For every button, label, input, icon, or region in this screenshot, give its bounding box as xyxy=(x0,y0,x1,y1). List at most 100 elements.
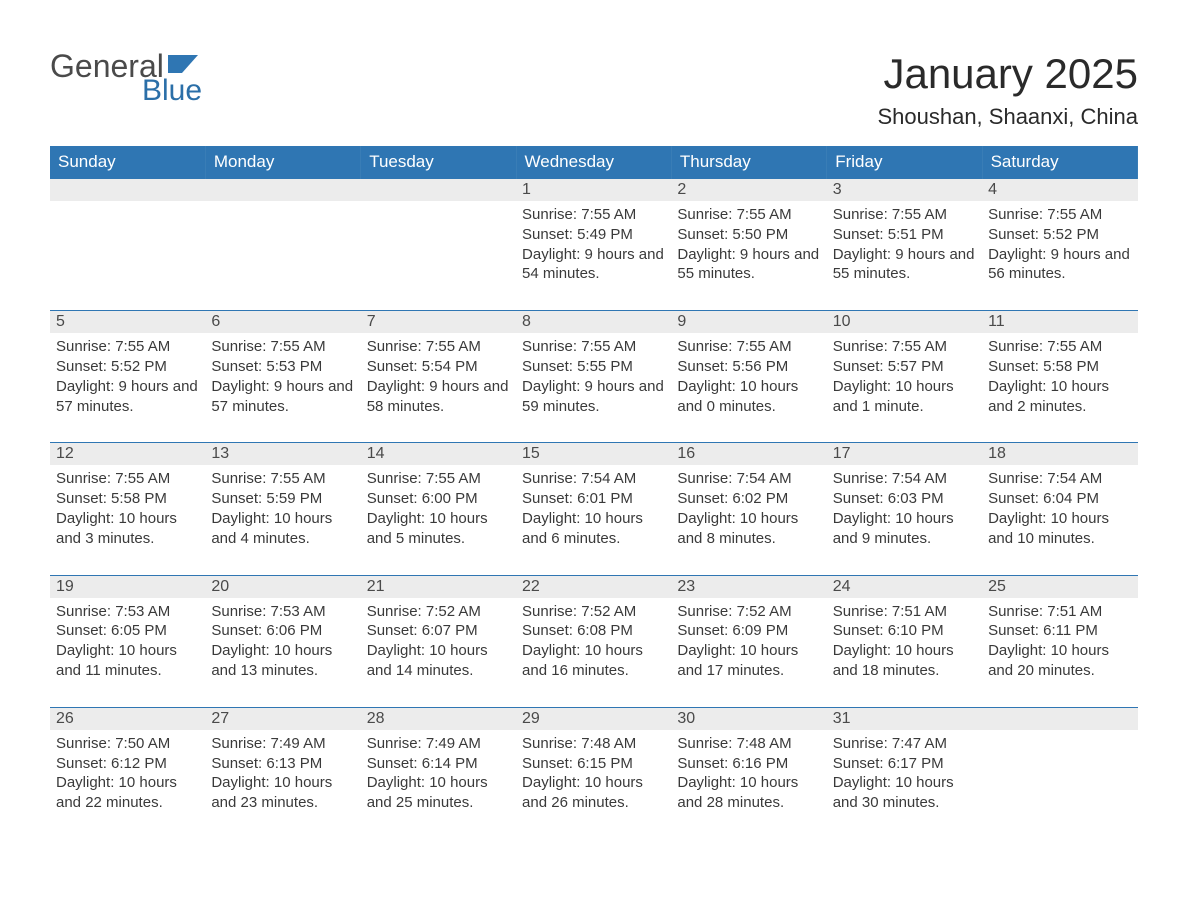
calendar-day-cell: 16Sunrise: 7:54 AMSunset: 6:02 PMDayligh… xyxy=(671,443,826,575)
day-number: 23 xyxy=(671,576,826,598)
calendar-table: SundayMondayTuesdayWednesdayThursdayFrid… xyxy=(50,146,1138,839)
calendar-day-cell: 1Sunrise: 7:55 AMSunset: 5:49 PMDaylight… xyxy=(516,179,671,311)
calendar-day-cell: 30Sunrise: 7:48 AMSunset: 6:16 PMDayligh… xyxy=(671,707,826,839)
calendar-day-cell: 12Sunrise: 7:55 AMSunset: 5:58 PMDayligh… xyxy=(50,443,205,575)
day-details: Sunrise: 7:53 AMSunset: 6:05 PMDaylight:… xyxy=(50,598,205,707)
day-number: 26 xyxy=(50,708,205,730)
day-details: Sunrise: 7:55 AMSunset: 5:52 PMDaylight:… xyxy=(982,201,1137,310)
day-details: Sunrise: 7:55 AMSunset: 5:52 PMDaylight:… xyxy=(50,333,205,442)
calendar-day-cell xyxy=(205,179,360,311)
day-details: Sunrise: 7:53 AMSunset: 6:06 PMDaylight:… xyxy=(205,598,360,707)
day-number xyxy=(361,179,516,201)
title-block: January 2025 Shoushan, Shaanxi, China xyxy=(877,50,1138,130)
day-number: 6 xyxy=(205,311,360,333)
calendar-week-row: 1Sunrise: 7:55 AMSunset: 5:49 PMDaylight… xyxy=(50,179,1138,311)
calendar-day-cell: 26Sunrise: 7:50 AMSunset: 6:12 PMDayligh… xyxy=(50,707,205,839)
day-details: Sunrise: 7:55 AMSunset: 5:51 PMDaylight:… xyxy=(827,201,982,310)
calendar-day-cell: 14Sunrise: 7:55 AMSunset: 6:00 PMDayligh… xyxy=(361,443,516,575)
day-details: Sunrise: 7:52 AMSunset: 6:07 PMDaylight:… xyxy=(361,598,516,707)
calendar-day-cell xyxy=(982,707,1137,839)
day-number: 3 xyxy=(827,179,982,201)
day-details: Sunrise: 7:49 AMSunset: 6:14 PMDaylight:… xyxy=(361,730,516,839)
day-number: 7 xyxy=(361,311,516,333)
day-number: 18 xyxy=(982,443,1137,465)
day-number: 29 xyxy=(516,708,671,730)
calendar-day-cell: 11Sunrise: 7:55 AMSunset: 5:58 PMDayligh… xyxy=(982,311,1137,443)
header: General Blue January 2025 Shoushan, Shaa… xyxy=(50,50,1138,130)
day-details: Sunrise: 7:48 AMSunset: 6:15 PMDaylight:… xyxy=(516,730,671,839)
calendar-day-cell: 20Sunrise: 7:53 AMSunset: 6:06 PMDayligh… xyxy=(205,575,360,707)
location-text: Shoushan, Shaanxi, China xyxy=(877,104,1138,130)
calendar-day-cell: 8Sunrise: 7:55 AMSunset: 5:55 PMDaylight… xyxy=(516,311,671,443)
day-number: 30 xyxy=(671,708,826,730)
day-details: Sunrise: 7:55 AMSunset: 5:49 PMDaylight:… xyxy=(516,201,671,310)
weekday-header: Friday xyxy=(827,146,982,179)
day-number: 25 xyxy=(982,576,1137,598)
day-details: Sunrise: 7:50 AMSunset: 6:12 PMDaylight:… xyxy=(50,730,205,839)
calendar-day-cell: 31Sunrise: 7:47 AMSunset: 6:17 PMDayligh… xyxy=(827,707,982,839)
day-details: Sunrise: 7:55 AMSunset: 5:56 PMDaylight:… xyxy=(671,333,826,442)
day-details: Sunrise: 7:55 AMSunset: 5:57 PMDaylight:… xyxy=(827,333,982,442)
day-number: 27 xyxy=(205,708,360,730)
day-number xyxy=(205,179,360,201)
day-number: 24 xyxy=(827,576,982,598)
day-number xyxy=(982,708,1137,730)
calendar-day-cell: 3Sunrise: 7:55 AMSunset: 5:51 PMDaylight… xyxy=(827,179,982,311)
calendar-day-cell: 13Sunrise: 7:55 AMSunset: 5:59 PMDayligh… xyxy=(205,443,360,575)
day-number: 9 xyxy=(671,311,826,333)
day-number: 28 xyxy=(361,708,516,730)
calendar-day-cell: 5Sunrise: 7:55 AMSunset: 5:52 PMDaylight… xyxy=(50,311,205,443)
day-number: 22 xyxy=(516,576,671,598)
calendar-day-cell: 10Sunrise: 7:55 AMSunset: 5:57 PMDayligh… xyxy=(827,311,982,443)
day-details: Sunrise: 7:52 AMSunset: 6:09 PMDaylight:… xyxy=(671,598,826,707)
calendar-day-cell: 22Sunrise: 7:52 AMSunset: 6:08 PMDayligh… xyxy=(516,575,671,707)
day-number: 11 xyxy=(982,311,1137,333)
calendar-day-cell xyxy=(50,179,205,311)
day-details: Sunrise: 7:54 AMSunset: 6:04 PMDaylight:… xyxy=(982,465,1137,574)
calendar-day-cell: 2Sunrise: 7:55 AMSunset: 5:50 PMDaylight… xyxy=(671,179,826,311)
calendar-day-cell: 7Sunrise: 7:55 AMSunset: 5:54 PMDaylight… xyxy=(361,311,516,443)
weekday-header: Tuesday xyxy=(361,146,516,179)
day-details: Sunrise: 7:52 AMSunset: 6:08 PMDaylight:… xyxy=(516,598,671,707)
calendar-day-cell xyxy=(361,179,516,311)
day-number: 12 xyxy=(50,443,205,465)
day-details: Sunrise: 7:55 AMSunset: 5:55 PMDaylight:… xyxy=(516,333,671,442)
day-number xyxy=(50,179,205,201)
calendar-week-row: 5Sunrise: 7:55 AMSunset: 5:52 PMDaylight… xyxy=(50,311,1138,443)
day-details: Sunrise: 7:55 AMSunset: 5:50 PMDaylight:… xyxy=(671,201,826,310)
day-number: 21 xyxy=(361,576,516,598)
day-number: 5 xyxy=(50,311,205,333)
day-number: 4 xyxy=(982,179,1137,201)
day-details: Sunrise: 7:54 AMSunset: 6:02 PMDaylight:… xyxy=(671,465,826,574)
weekday-header: Wednesday xyxy=(516,146,671,179)
day-number: 15 xyxy=(516,443,671,465)
calendar-day-cell: 21Sunrise: 7:52 AMSunset: 6:07 PMDayligh… xyxy=(361,575,516,707)
calendar-day-cell: 15Sunrise: 7:54 AMSunset: 6:01 PMDayligh… xyxy=(516,443,671,575)
calendar-day-cell: 18Sunrise: 7:54 AMSunset: 6:04 PMDayligh… xyxy=(982,443,1137,575)
day-number: 10 xyxy=(827,311,982,333)
weekday-header: Sunday xyxy=(50,146,205,179)
day-details: Sunrise: 7:47 AMSunset: 6:17 PMDaylight:… xyxy=(827,730,982,839)
page-title: January 2025 xyxy=(877,50,1138,98)
day-details: Sunrise: 7:55 AMSunset: 5:54 PMDaylight:… xyxy=(361,333,516,442)
day-details: Sunrise: 7:54 AMSunset: 6:03 PMDaylight:… xyxy=(827,465,982,574)
day-details: Sunrise: 7:55 AMSunset: 5:59 PMDaylight:… xyxy=(205,465,360,574)
calendar-day-cell: 23Sunrise: 7:52 AMSunset: 6:09 PMDayligh… xyxy=(671,575,826,707)
calendar-week-row: 26Sunrise: 7:50 AMSunset: 6:12 PMDayligh… xyxy=(50,707,1138,839)
day-details: Sunrise: 7:49 AMSunset: 6:13 PMDaylight:… xyxy=(205,730,360,839)
day-number: 14 xyxy=(361,443,516,465)
weekday-header: Thursday xyxy=(671,146,826,179)
day-details: Sunrise: 7:55 AMSunset: 6:00 PMDaylight:… xyxy=(361,465,516,574)
day-details: Sunrise: 7:51 AMSunset: 6:10 PMDaylight:… xyxy=(827,598,982,707)
day-number: 13 xyxy=(205,443,360,465)
calendar-day-cell: 25Sunrise: 7:51 AMSunset: 6:11 PMDayligh… xyxy=(982,575,1137,707)
calendar-week-row: 12Sunrise: 7:55 AMSunset: 5:58 PMDayligh… xyxy=(50,443,1138,575)
day-number: 16 xyxy=(671,443,826,465)
calendar-day-cell: 4Sunrise: 7:55 AMSunset: 5:52 PMDaylight… xyxy=(982,179,1137,311)
calendar-day-cell: 27Sunrise: 7:49 AMSunset: 6:13 PMDayligh… xyxy=(205,707,360,839)
calendar-day-cell: 24Sunrise: 7:51 AMSunset: 6:10 PMDayligh… xyxy=(827,575,982,707)
calendar-day-cell: 28Sunrise: 7:49 AMSunset: 6:14 PMDayligh… xyxy=(361,707,516,839)
calendar-day-cell: 9Sunrise: 7:55 AMSunset: 5:56 PMDaylight… xyxy=(671,311,826,443)
day-number: 2 xyxy=(671,179,826,201)
calendar-day-cell: 19Sunrise: 7:53 AMSunset: 6:05 PMDayligh… xyxy=(50,575,205,707)
